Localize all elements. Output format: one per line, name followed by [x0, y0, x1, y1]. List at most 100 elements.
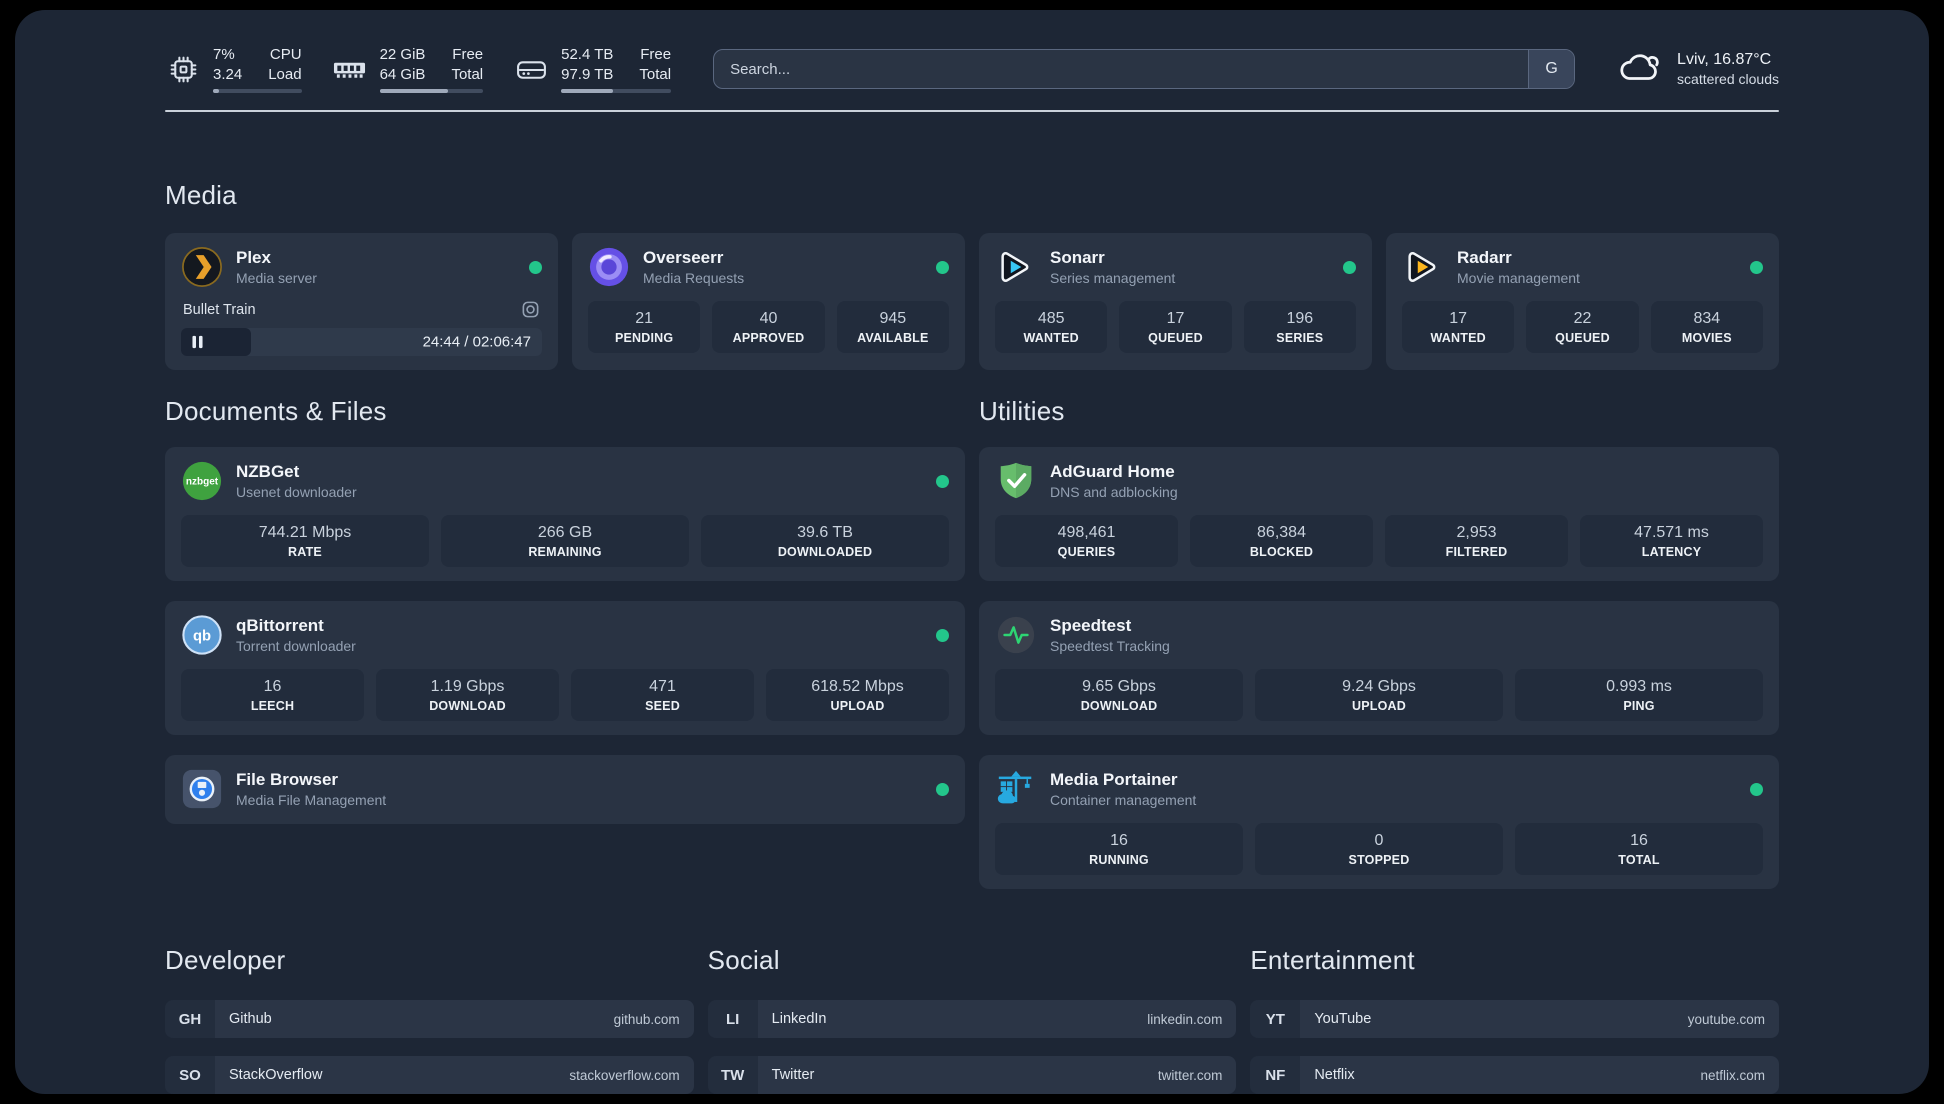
service-description: Media server [236, 270, 317, 286]
service-card-header: Sonarr Series management [995, 246, 1356, 288]
stat-queued: 17 QUEUED [1119, 301, 1232, 353]
player-time: 24:44 / 02:06:47 [422, 333, 531, 351]
service-card-header: Radarr Movie management [1402, 246, 1763, 288]
plex-icon [181, 246, 223, 288]
service-card-adguard-home[interactable]: AdGuard Home DNS and adblocking 498,461 QUE… [979, 447, 1779, 581]
service-titles: NZBGet Usenet downloader [236, 462, 357, 500]
service-stats: 744.21 Mbps RATE 266 GB REMAINING 39.6 TB DOW… [181, 515, 949, 567]
stat-total: 16 TOTAL [1515, 823, 1763, 875]
stat-value: 47.571 ms [1634, 524, 1709, 541]
service-card-speedtest[interactable]: Speedtest Speedtest Tracking 9.65 Gbps DOWN… [979, 601, 1779, 735]
service-stats: 21 PENDING 40 APPROVED 945 AVAILABLE [588, 301, 949, 353]
bookmark-twitter[interactable]: TW Twitter twitter.com [707, 1056, 1237, 1094]
stat-value: 2,953 [1456, 524, 1497, 541]
service-card-radarr[interactable]: Radarr Movie management 17 WANTED 22 QUEUED 83… [1386, 233, 1779, 370]
search-provider-button[interactable]: G [1528, 50, 1575, 88]
stat-value: 498,461 [1057, 524, 1116, 541]
service-card-nzbget[interactable]: nzbget NZBGet Usenet downloader 744.21 Mbps… [165, 447, 965, 581]
stat-download: 9.65 Gbps DOWNLOAD [995, 669, 1243, 721]
bookmark-github[interactable]: GH Github github.com [165, 1000, 694, 1038]
dashboard-panel: 7% CPU 3.24 Load 22 GiB Free 64 GiB Total 52.4 T… [15, 10, 1929, 1094]
service-name: Radarr [1457, 248, 1512, 267]
service-card-header: qb qBittorrent Torrent downloader [181, 614, 949, 656]
stat-value: 485 [1037, 310, 1065, 327]
bookmark-group-title: Developer [165, 945, 286, 975]
resource-label: Free [452, 46, 484, 63]
stat-label: PING [1623, 699, 1655, 713]
service-card-plex[interactable]: Plex Media server Bullet Train 24:44 / 02:0… [165, 233, 558, 370]
service-titles: Media Portainer Container management [1050, 770, 1196, 808]
bookmark-body: LinkedIn linkedin.com [757, 1000, 1237, 1038]
service-name: Media Portainer [1050, 770, 1178, 789]
stat-label: LATENCY [1641, 545, 1702, 559]
stat-label: PENDING [614, 331, 674, 345]
stat-value: 39.6 TB [797, 524, 853, 541]
media-section: Media Plex Media server Bullet Train 24:44 /… [165, 180, 1779, 370]
stat-filtered: 2,953 FILTERED [1385, 515, 1568, 567]
header: 7% CPU 3.24 Load 22 GiB Free 64 GiB Total 52.4 T… [165, 44, 1779, 94]
bookmark-linkedin[interactable]: LI LinkedIn linkedin.com [707, 1000, 1237, 1038]
bookmark-netflix[interactable]: NF Netflix netflix.com [1250, 1056, 1779, 1094]
aperture-icon [521, 300, 540, 319]
stat-value: 471 [649, 678, 676, 695]
stat-value: 266 GB [537, 524, 593, 541]
service-card-media-portainer[interactable]: Media Portainer Container management 16 RUN… [979, 755, 1779, 889]
bookmark-name: Github [229, 1011, 272, 1027]
resource-value: 3.24 [213, 65, 243, 83]
service-card-overseerr[interactable]: Overseerr Media Requests 21 PENDING 40 APPROV… [572, 233, 965, 370]
stat-rate: 744.21 Mbps RATE [181, 515, 429, 567]
service-stats: 16 LEECH 1.19 Gbps DOWNLOAD 471 SEED 618.52 Mb… [181, 669, 949, 721]
resource-label: Total [451, 65, 484, 83]
stat-available: 945 AVAILABLE [836, 301, 949, 353]
service-titles: AdGuard Home DNS and adblocking [1050, 462, 1178, 500]
weather-widget[interactable]: Lviv, 16.87°C scattered clouds [1617, 49, 1779, 90]
stat-value: 22 [1573, 310, 1592, 327]
service-name: Sonarr [1050, 248, 1105, 267]
resource-disk: 52.4 TB Free 97.9 TB Total [513, 45, 672, 93]
service-card-header: Media Portainer Container management [995, 768, 1763, 810]
service-stats: 9.65 Gbps DOWNLOAD 9.24 Gbps UPLOAD 0.993 ms… [995, 669, 1763, 721]
stat-seed: 471 SEED [571, 669, 754, 721]
search-bar: G [713, 49, 1576, 89]
stat-value: 9.65 Gbps [1082, 678, 1156, 695]
stat-value: 16 [263, 678, 282, 695]
stat-label: UPLOAD [1352, 699, 1406, 713]
overseerr-icon [588, 246, 630, 288]
stat-label: BLOCKED [1249, 545, 1314, 559]
stat-value: 196 [1286, 310, 1314, 327]
bookmark-youtube[interactable]: YT YouTube youtube.com [1250, 1000, 1779, 1038]
stat-value: 17 [1166, 310, 1185, 327]
portainer-icon [995, 768, 1037, 810]
stat-label: MOVIES [1681, 331, 1732, 345]
now-playing-title: Bullet Train [183, 301, 256, 318]
bookmark-group-entertainment: Entertainment YT YouTube youtube.com NF Netfl… [1250, 945, 1779, 1094]
resource-progress-fill [379, 89, 448, 93]
service-name: Speedtest [1050, 616, 1132, 635]
media-cards-row: Plex Media server Bullet Train 24:44 / 02:0… [165, 233, 1779, 370]
service-card-qbittorrent[interactable]: qb qBittorrent Torrent downloader 16 LEECH 1.… [165, 601, 965, 735]
service-card-sonarr[interactable]: Sonarr Series management 485 WANTED 17 QUEUED… [979, 233, 1372, 370]
stat-stopped: 0 STOPPED [1255, 823, 1503, 875]
stat-queued: 22 QUEUED [1526, 301, 1639, 353]
service-description: Media Requests [643, 270, 745, 286]
service-card-file-browser[interactable]: File Browser Media File Management [165, 755, 965, 824]
service-name: Overseerr [643, 248, 724, 267]
bookmark-name: Twitter [771, 1067, 815, 1083]
services-columns: Documents & Files nzbget NZBGet Usenet down… [165, 396, 1779, 889]
stat-value: 17 [1449, 310, 1468, 327]
resource-value: 52.4 TB [561, 46, 614, 63]
bookmark-abbr: LI [707, 1000, 758, 1038]
services-column-left: Documents & Files nzbget NZBGet Usenet down… [165, 396, 965, 889]
resource-stats: 7% CPU 3.24 Load 22 GiB Free 64 GiB Total 52.4 T… [165, 45, 672, 93]
bookmark-stackoverflow[interactable]: SO StackOverflow stackoverflow.com [165, 1056, 694, 1094]
stat-value: 618.52 Mbps [811, 678, 904, 695]
service-titles: Overseerr Media Requests [643, 248, 744, 286]
stat-wanted: 17 WANTED [1402, 301, 1515, 353]
bookmark-url: twitter.com [1157, 1067, 1223, 1083]
search-input[interactable] [714, 50, 1529, 88]
pause-icon[interactable] [190, 335, 205, 350]
status-dot-online [936, 260, 949, 274]
stat-movies: 834 MOVIES [1650, 301, 1763, 353]
resource-value: 7% [213, 46, 235, 63]
stat-ping: 0.993 ms PING [1515, 669, 1763, 721]
